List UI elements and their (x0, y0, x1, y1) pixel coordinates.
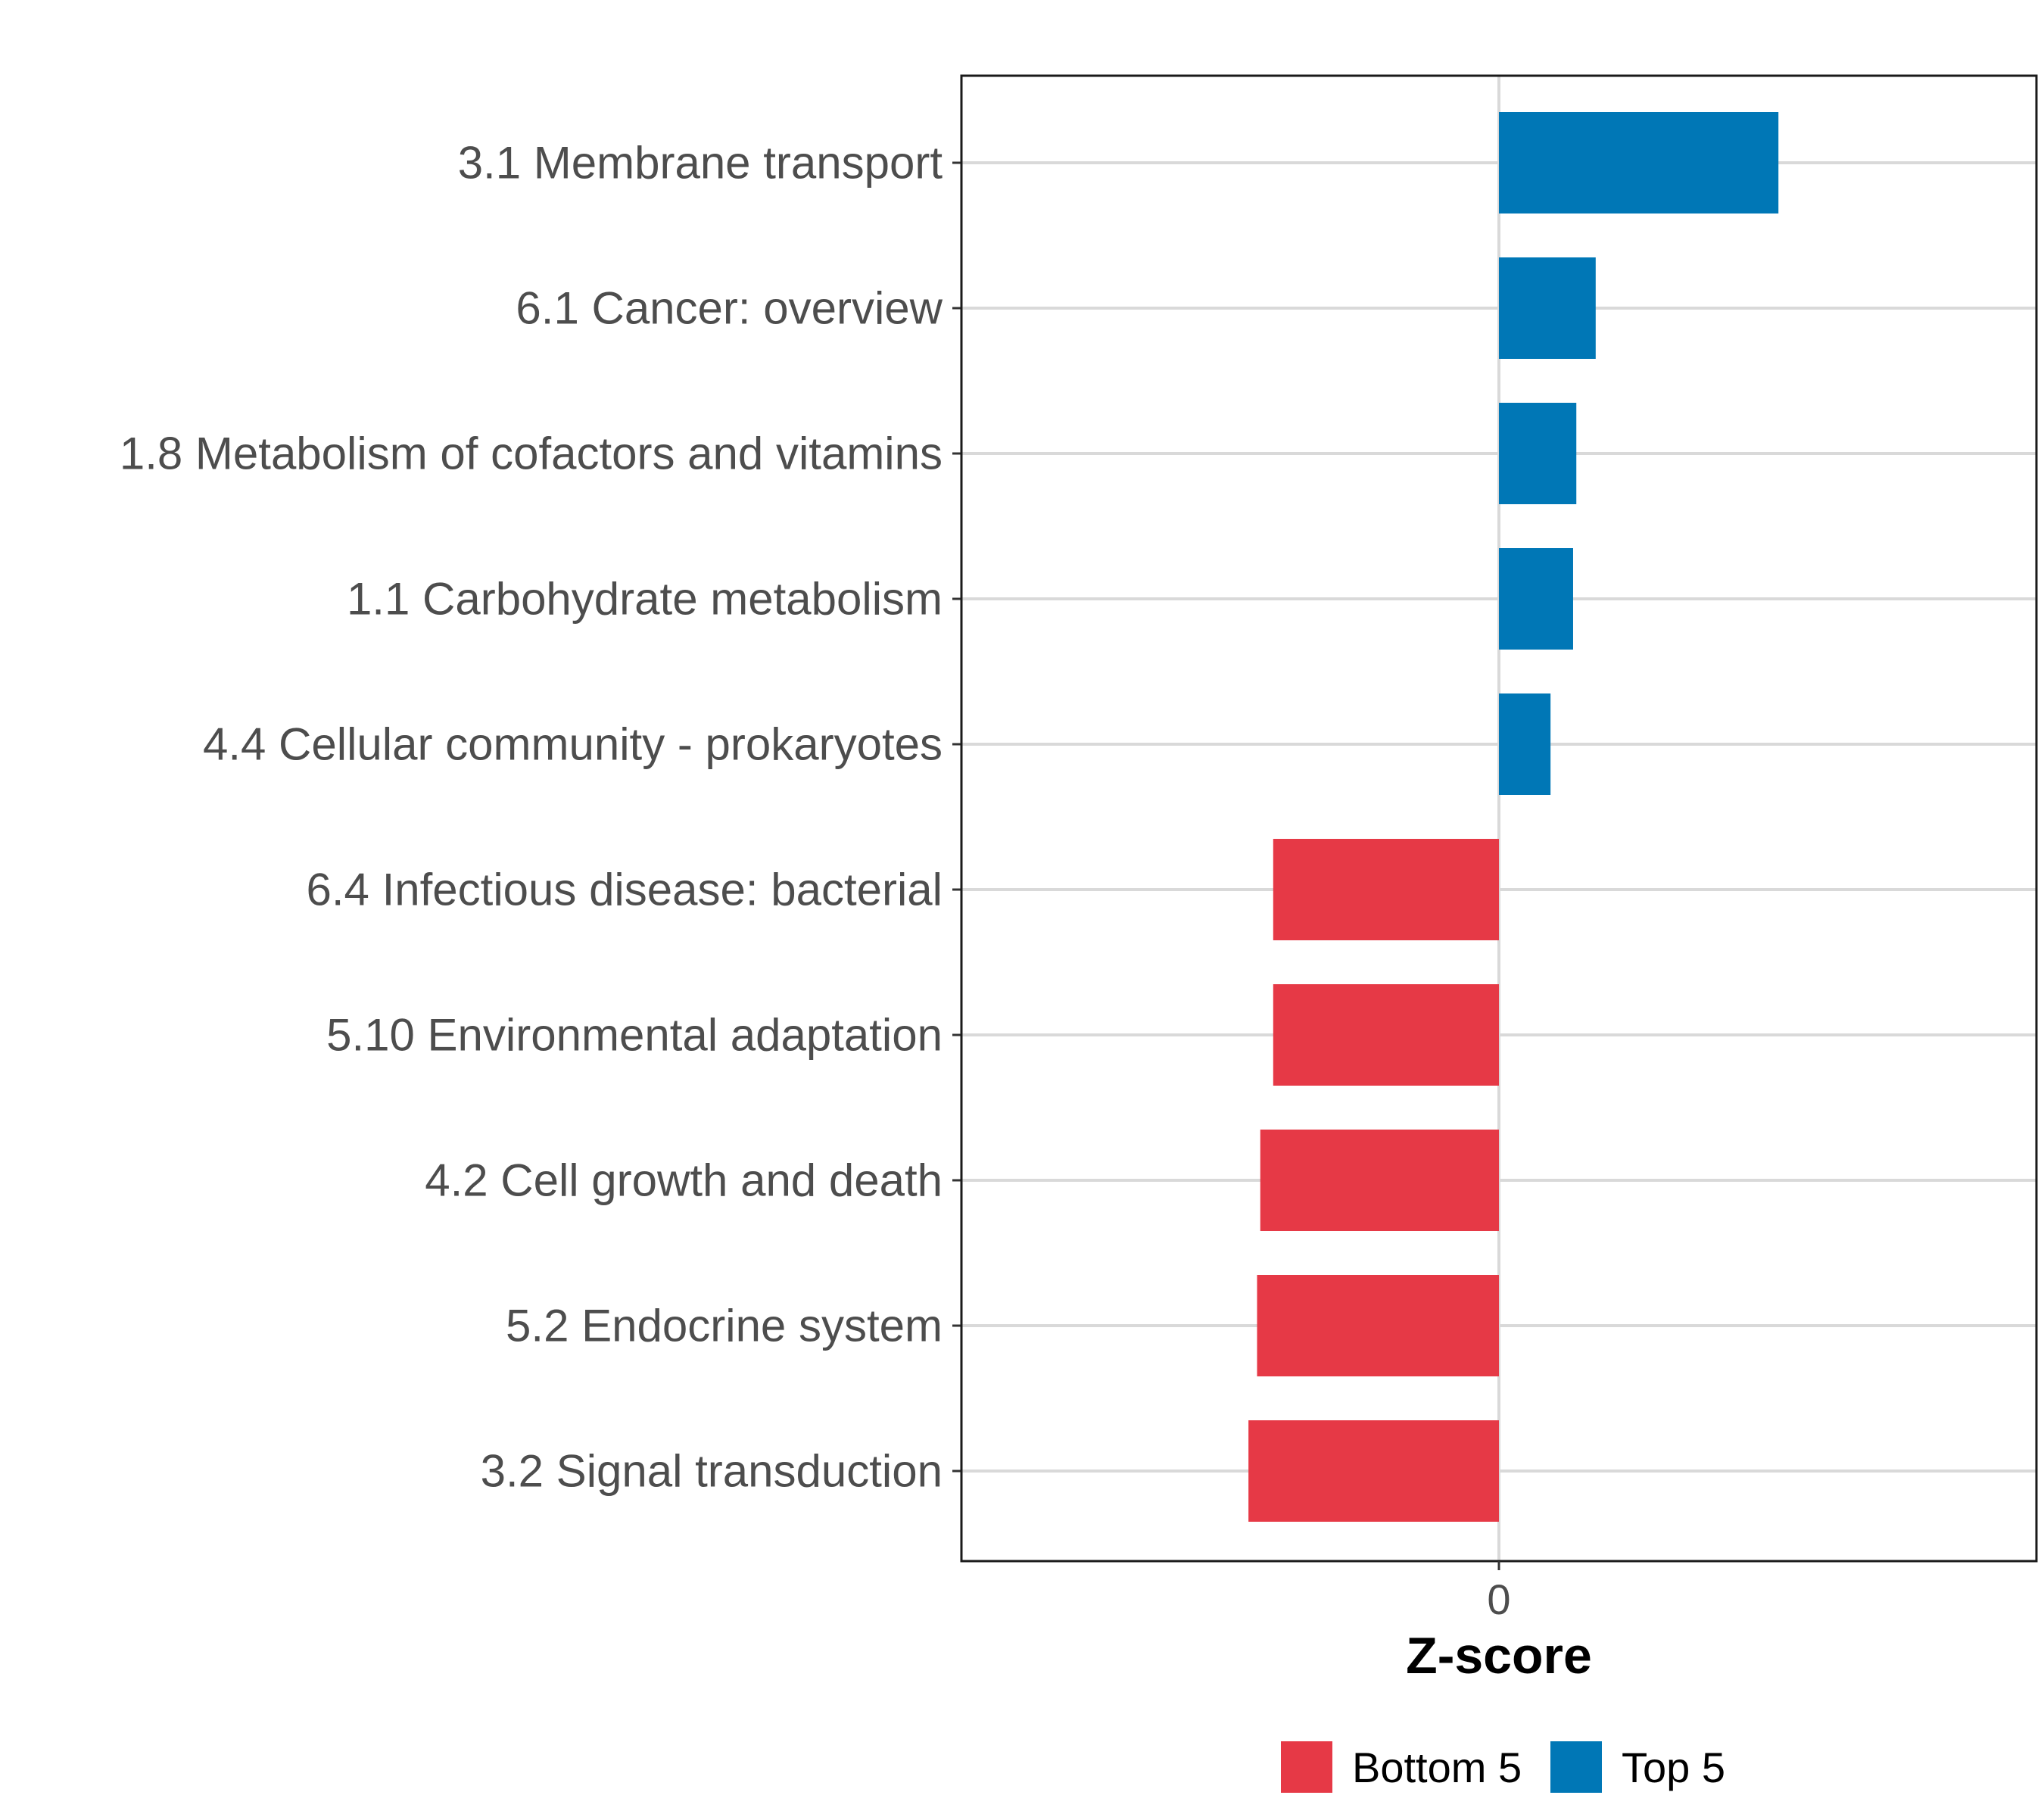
y-tick-label-1-8-metabolism-of-cofactors-and-vitamins: 1.8 Metabolism of cofactors and vitamins (120, 429, 943, 479)
y-tick-label-6-4-infectious-disease-bacterial: 6.4 Infectious disease: bacterial (307, 865, 943, 915)
bar-6-4-infectious-disease-bacterial (1273, 839, 1499, 940)
y-axis: 3.1 Membrane transport 6.1 Cancer: overvi… (120, 138, 961, 1497)
y-tick-label-3-2-signal-transduction: 3.2 Signal transduction (481, 1446, 943, 1497)
x-axis: Z-score 0 (1406, 1561, 1592, 1685)
legend-label-bottom-5: Bottom 5 (1352, 1744, 1522, 1791)
legend-swatch-bottom-5 (1281, 1741, 1332, 1793)
x-axis-title: Z-score (1406, 1627, 1592, 1685)
y-tick-label-4-2-cell-growth-and-death: 4.2 Cell growth and death (425, 1155, 943, 1206)
y-tick-label-6-1-cancer-overview: 6.1 Cancer: overview (516, 283, 943, 334)
bar-6-1-cancer-overview (1499, 257, 1596, 359)
y-tick-label-5-10-environmental-adaptation: 5.10 Environmental adaptation (326, 1010, 943, 1061)
bar-3-2-signal-transduction (1248, 1420, 1499, 1522)
bar-5-10-environmental-adaptation (1273, 984, 1499, 1086)
y-tick-label-5-2-endocrine-system: 5.2 Endocrine system (506, 1301, 943, 1351)
bar-1-1-carbohydrate-metabolism (1499, 548, 1573, 650)
legend-swatch-top-5 (1550, 1741, 1602, 1793)
y-tick-label-1-1-carbohydrate-metabolism: 1.1 Carbohydrate metabolism (347, 574, 943, 625)
bar-4-4-cellular-community-prokaryotes (1499, 693, 1551, 795)
bar-5-2-endocrine-system (1257, 1275, 1499, 1376)
bar-4-2-cell-growth-and-death (1260, 1130, 1499, 1231)
legend: Bottom 5 Top 5 (1281, 1741, 1725, 1793)
bar-1-8-metabolism-of-cofactors-and-vitamins (1499, 403, 1577, 504)
bar-3-1-membrane-transport (1499, 112, 1779, 213)
bars (1248, 112, 1779, 1522)
legend-label-top-5: Top 5 (1622, 1744, 1725, 1791)
y-tick-label-3-1-membrane-transport: 3.1 Membrane transport (458, 138, 943, 189)
y-tick-label-4-4-cellular-community-prokaryotes: 4.4 Cellular community - prokaryotes (203, 719, 943, 770)
x-tick-label: 0 (1487, 1575, 1510, 1623)
